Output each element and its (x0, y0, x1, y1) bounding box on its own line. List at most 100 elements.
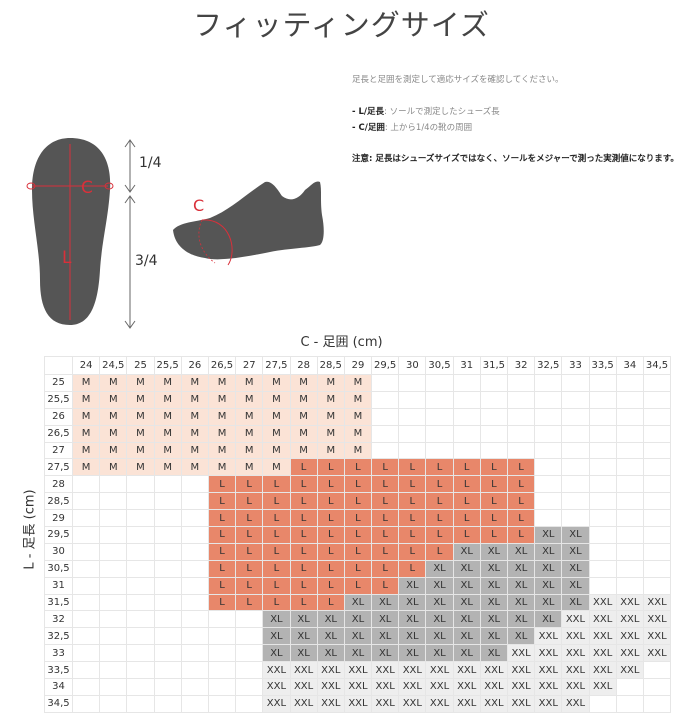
size-cell-l: L (425, 458, 454, 477)
size-cell-l: L (506, 509, 536, 528)
size-cell-l: L (398, 526, 427, 544)
empty-cell (153, 526, 182, 544)
size-cell-m: M (180, 424, 209, 443)
column-header: 24 (71, 356, 101, 375)
instructions: 足長と足囲を測定して適応サイズを確認してください。 - L/足長: ソールで測定… (352, 72, 682, 168)
empty-cell (235, 661, 264, 680)
size-cell-m: M (71, 374, 101, 392)
size-cell-m: M (153, 441, 182, 460)
size-cell-xxl: XXL (398, 678, 427, 696)
size-cell-l: L (316, 542, 345, 561)
size-cell-xl: XL (316, 644, 345, 663)
row-header: 25 (44, 374, 73, 392)
size-cell-xxl: XXL (506, 661, 536, 680)
row-header: 29 (44, 509, 73, 528)
size-cell-l: L (207, 559, 237, 578)
column-header: 27,5 (262, 356, 291, 375)
size-cell-xxl: XXL (452, 694, 481, 713)
x-axis-label: C - 足囲 (cm) (300, 335, 383, 350)
empty-cell (180, 593, 209, 612)
size-cell-m: M (99, 407, 128, 426)
empty-cell (642, 542, 672, 561)
c-mark: C (81, 178, 93, 198)
empty-cell (180, 694, 209, 713)
size-cell-m: M (262, 407, 291, 426)
size-cell-xxl: XXL (615, 661, 644, 680)
size-cell-l: L (207, 593, 237, 612)
empty-cell (561, 441, 590, 460)
empty-cell (99, 492, 128, 511)
size-cell-l: L (425, 509, 454, 528)
row-header: 34 (44, 678, 73, 696)
empty-cell (642, 475, 672, 494)
table-row: 32 XL XL XL XL XL XL XL XL XL XL XL XXL XXL XXL XXL (44, 610, 672, 629)
size-cell-xxl: XXL (479, 694, 509, 713)
size-cell-m: M (262, 458, 291, 477)
empty-cell (126, 559, 155, 578)
size-cell-l: L (479, 475, 509, 494)
size-cell-xl: XL (425, 610, 454, 629)
size-cell-xl: XL (479, 542, 509, 561)
empty-cell (153, 576, 182, 595)
empty-cell (180, 576, 209, 595)
size-cell-l: L (371, 509, 400, 528)
size-cell-l: L (425, 526, 454, 544)
size-cell-l: L (371, 458, 400, 477)
empty-cell (180, 627, 209, 646)
size-cell-xxl: XXL (561, 610, 590, 629)
empty-cell (615, 694, 644, 713)
size-cell-l: L (262, 492, 291, 511)
empty-cell (71, 644, 101, 663)
size-chart-table: 24 24,5 25 25,5 26 26,5 27 27,5 28 28,5 29 29,5 30 30… (44, 356, 672, 713)
empty-cell (642, 509, 672, 528)
empty-cell (479, 390, 509, 409)
size-cell-xl: XL (371, 644, 400, 663)
size-cell-m: M (343, 390, 373, 409)
size-cell-l: L (289, 492, 318, 511)
empty-cell (180, 492, 209, 511)
empty-cell (398, 374, 427, 392)
empty-cell (561, 424, 590, 443)
size-cell-l: L (207, 492, 237, 511)
empty-cell (561, 509, 590, 528)
empty-cell (561, 458, 590, 477)
size-cell-xl: XL (262, 644, 291, 663)
size-cell-xl: XL (479, 644, 509, 663)
size-cell-xxl: XXL (316, 661, 345, 680)
size-cell-l: L (207, 542, 237, 561)
empty-cell (71, 661, 101, 680)
size-cell-l: L (262, 576, 291, 595)
size-cell-l: L (371, 576, 400, 595)
empty-cell (71, 509, 101, 528)
table-row: 33 XL XL XL XL XL XL XL XL XL XXL XXL XXL XXL XXL XXL (44, 644, 672, 663)
size-cell-l: L (207, 576, 237, 595)
size-cell-xxl: XXL (561, 627, 590, 646)
column-header: 32,5 (534, 356, 563, 375)
size-cell-xxl: XXL (371, 661, 400, 680)
size-cell-m: M (71, 390, 101, 409)
empty-cell (615, 509, 644, 528)
empty-cell (642, 661, 672, 680)
empty-cell (588, 559, 617, 578)
empty-cell (71, 593, 101, 612)
empty-cell (126, 526, 155, 544)
size-cell-xxl: XXL (588, 678, 617, 696)
empty-cell (71, 475, 101, 494)
empty-cell (180, 678, 209, 696)
size-cell-l: L (316, 458, 345, 477)
shoe-icon (173, 181, 324, 260)
size-cell-m: M (180, 390, 209, 409)
c-desc: : 上から1/4の靴の周囲 (384, 123, 473, 133)
size-cell-xl: XL (452, 627, 481, 646)
size-cell-l: L (316, 492, 345, 511)
empty-cell (71, 542, 101, 561)
column-header: 34 (615, 356, 644, 375)
size-cell-xxl: XXL (343, 661, 373, 680)
size-cell-xl: XL (371, 593, 400, 612)
empty-cell (71, 576, 101, 595)
empty-cell (153, 559, 182, 578)
size-cell-m: M (180, 407, 209, 426)
empty-cell (506, 374, 536, 392)
size-cell-m: M (71, 407, 101, 426)
table-row: 32,5 XL XL XL XL XL XL XL XL XL XL XXL XXL XXL XXL XXL (44, 627, 672, 646)
